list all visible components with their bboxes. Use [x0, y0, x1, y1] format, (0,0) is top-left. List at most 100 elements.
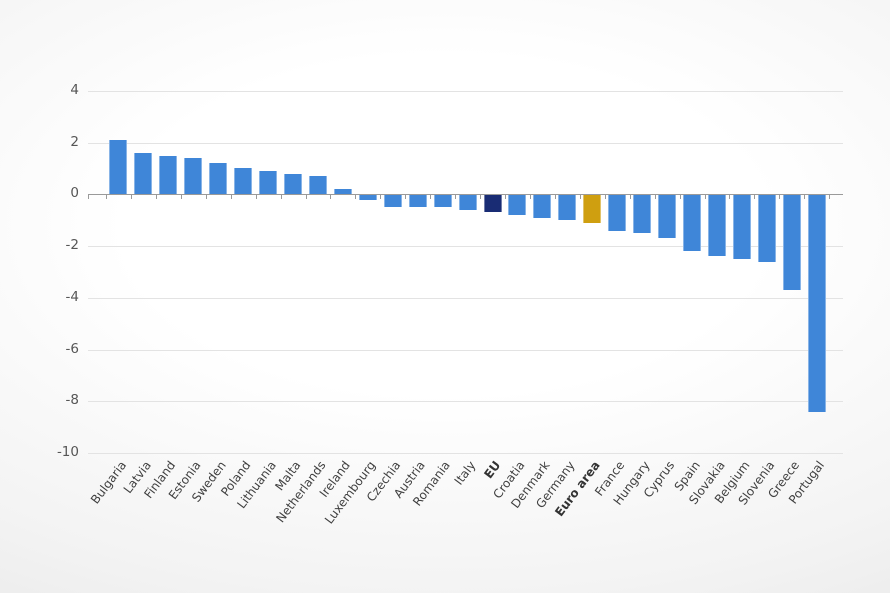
category-slot-italy: Italy [451, 65, 480, 488]
category-slot-sweden: Sweden [189, 65, 231, 505]
axis-tick [654, 195, 656, 200]
axis-tick [480, 195, 482, 200]
category-slot-cyprus: Cyprus [641, 65, 680, 500]
axis-tick [380, 195, 382, 200]
category-slot-luxembourg: Luxembourg [322, 65, 380, 527]
axis-tick [230, 195, 232, 200]
axis-tick [405, 195, 407, 200]
category-slot-estonia: Estonia [166, 65, 206, 502]
gridline-y--6 [88, 349, 843, 351]
category-slot-lithuania: Lithuania [234, 65, 281, 511]
category-slot-croatia: Croatia [491, 65, 530, 501]
category-slot-germany: Germany [533, 65, 580, 511]
category-slot-hungary: Hungary [611, 65, 655, 508]
y-axis-tick-label: -10 [56, 443, 79, 460]
bar-bulgaria [109, 140, 128, 195]
category-slot-ireland: Ireland [317, 65, 355, 500]
category-slot-denmark: Denmark [508, 65, 555, 511]
y-axis-tick-label: -2 [65, 237, 79, 254]
x-axis-label-italy: Italy [451, 458, 478, 488]
y-axis-tick-label: -6 [65, 340, 79, 357]
bar-malta [284, 173, 302, 195]
gridline-y--2 [88, 246, 843, 248]
bar-belgium [732, 194, 751, 259]
bar-spain [683, 194, 701, 252]
bar-italy [458, 194, 477, 210]
bar-germany [558, 194, 577, 221]
axis-tick [180, 195, 182, 200]
bar-croatia [508, 194, 527, 216]
axis-tick [88, 195, 89, 200]
category-slot-poland: Poland [218, 65, 256, 499]
bar-finland [159, 155, 178, 195]
axis-tick [679, 195, 681, 200]
category-slot-czechia: Czechia [364, 65, 405, 504]
axis-tick [430, 195, 432, 200]
category-slot-france: France [592, 65, 630, 499]
category-slot-euro-area: Euro area [552, 65, 605, 519]
axis-tick [155, 195, 157, 200]
axis-tick [804, 195, 806, 200]
axis-tick [505, 195, 506, 200]
category-slot-malta: Malta [272, 65, 306, 493]
gridline-y--10 [88, 453, 843, 454]
gridline-y-2 [88, 142, 843, 144]
bar-czechia [383, 194, 402, 208]
bar-netherlands [308, 176, 327, 195]
category-slot-eu: EU [480, 65, 505, 481]
y-axis-tick-label: -4 [65, 288, 79, 305]
bar-cyprus [658, 194, 677, 239]
axis-tick [305, 195, 307, 200]
bar-slovakia [707, 194, 726, 257]
gridline-y--8 [88, 401, 843, 403]
axis-tick [629, 195, 631, 200]
bar-romania [433, 194, 452, 208]
category-slot-belgium: Belgium [711, 65, 754, 506]
axis-tick [280, 195, 282, 200]
category-slot-finland: Finland [142, 65, 181, 501]
category-slot-greece: Greece [765, 65, 804, 501]
category-slot-spain: Spain [671, 65, 705, 494]
bar-eu [483, 194, 502, 213]
bar-denmark [533, 194, 552, 218]
axis-tick [330, 195, 332, 200]
category-slot-romania: Romania [410, 65, 455, 509]
bar-poland [234, 168, 253, 195]
category-slot-bulgaria: Bulgaria [88, 65, 131, 507]
axis-tick [704, 195, 706, 200]
category-slot-slovenia: Slovenia [735, 65, 779, 508]
y-axis-tick-label: 0 [70, 185, 79, 202]
bar-latvia [134, 152, 153, 195]
gridline-y-4 [88, 90, 843, 92]
axis-tick [455, 195, 457, 200]
category-slot-austria: Austria [391, 65, 430, 501]
axis-tick [255, 195, 257, 200]
axis-tick [829, 195, 831, 200]
bar-ireland [333, 189, 352, 195]
axis-tick [529, 195, 531, 200]
y-axis-tick-label: -8 [65, 392, 79, 409]
category-slot-slovakia: Slovakia [686, 65, 730, 507]
bar-sweden [209, 163, 228, 195]
x-axis-zero-line [88, 194, 843, 196]
bar-austria [408, 194, 427, 208]
axis-tick [604, 195, 606, 200]
y-axis-tick-label: 2 [70, 133, 79, 150]
y-axis-tick-label: 4 [70, 81, 79, 98]
bar-euro-area [583, 194, 602, 223]
bar-hungary [633, 194, 652, 234]
bar-lithuania [259, 171, 278, 195]
bar-luxembourg [358, 194, 377, 200]
bar-portugal [807, 194, 826, 412]
axis-tick [130, 195, 132, 200]
axis-tick [779, 195, 781, 200]
bar-greece [782, 194, 801, 291]
gridline-y--4 [88, 297, 843, 299]
plot-area: 4 2 0 -2 -4 -6 -8 -10 Bulgaria Latvia Finland Eston… [57, 65, 843, 527]
axis-tick [729, 195, 731, 200]
category-slot-netherlands: Netherlands [273, 65, 331, 525]
axis-tick [754, 195, 756, 200]
category-slot-portugal: Portugal [786, 65, 831, 507]
axis-tick [554, 195, 556, 200]
